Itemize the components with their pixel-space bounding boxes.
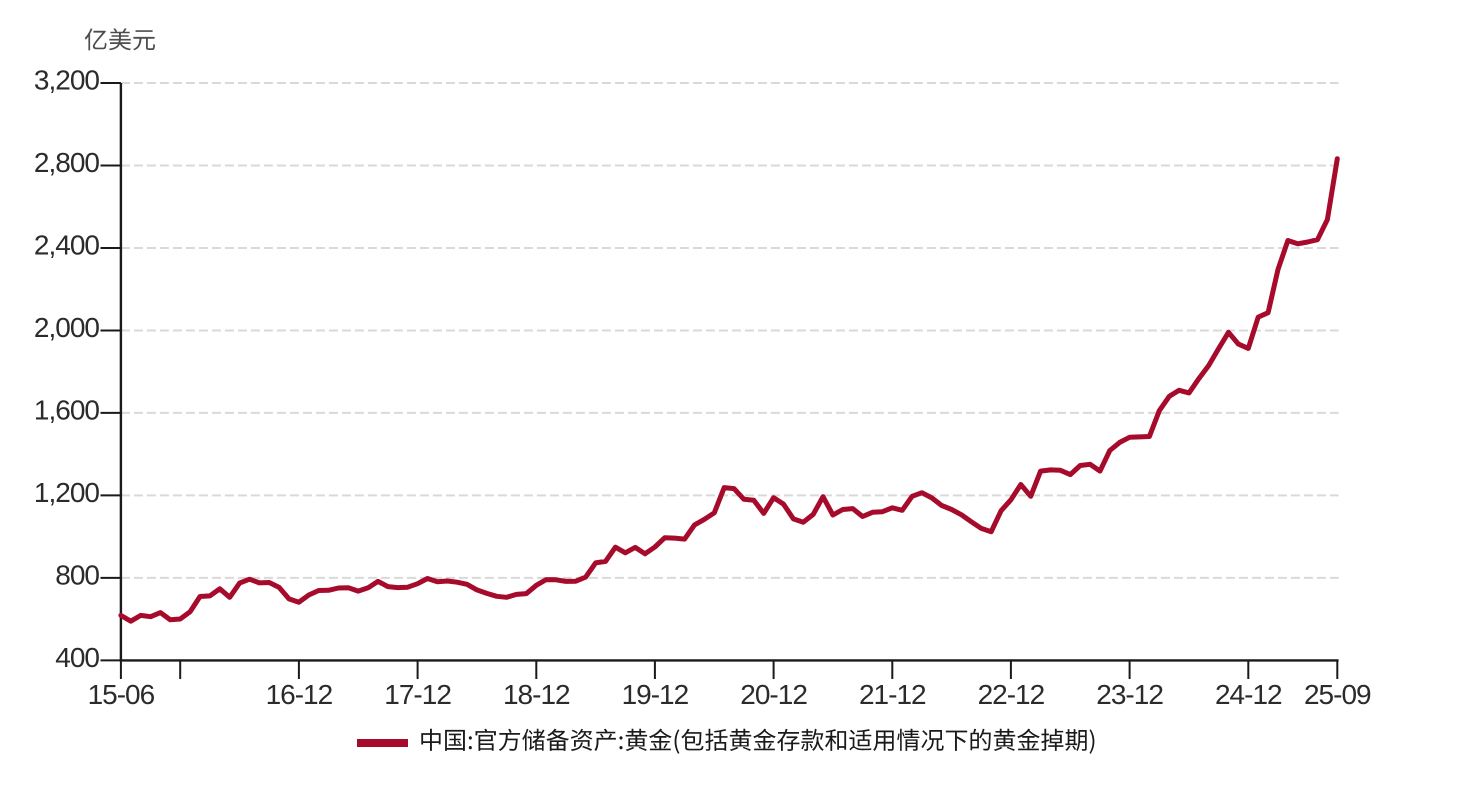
svg-text:2,800: 2,800 <box>34 147 99 178</box>
svg-text:2,000: 2,000 <box>34 312 99 343</box>
svg-text:19-12: 19-12 <box>622 679 689 710</box>
svg-text:22-12: 22-12 <box>978 679 1045 710</box>
svg-text:15-06: 15-06 <box>88 679 155 710</box>
svg-text:3,200: 3,200 <box>34 65 99 96</box>
svg-text:24-12: 24-12 <box>1215 679 1282 710</box>
svg-text:23-12: 23-12 <box>1096 679 1163 710</box>
svg-text:18-12: 18-12 <box>503 679 570 710</box>
svg-text:25-09: 25-09 <box>1304 679 1371 710</box>
svg-text:21-12: 21-12 <box>859 679 926 710</box>
svg-text:400: 400 <box>55 642 99 673</box>
svg-text:1,600: 1,600 <box>34 394 99 425</box>
svg-text:800: 800 <box>55 559 99 590</box>
svg-text:16-12: 16-12 <box>266 679 333 710</box>
svg-text:20-12: 20-12 <box>740 679 807 710</box>
svg-text:1,200: 1,200 <box>34 477 99 508</box>
svg-text:2,400: 2,400 <box>34 230 99 261</box>
svg-text:17-12: 17-12 <box>384 679 451 710</box>
